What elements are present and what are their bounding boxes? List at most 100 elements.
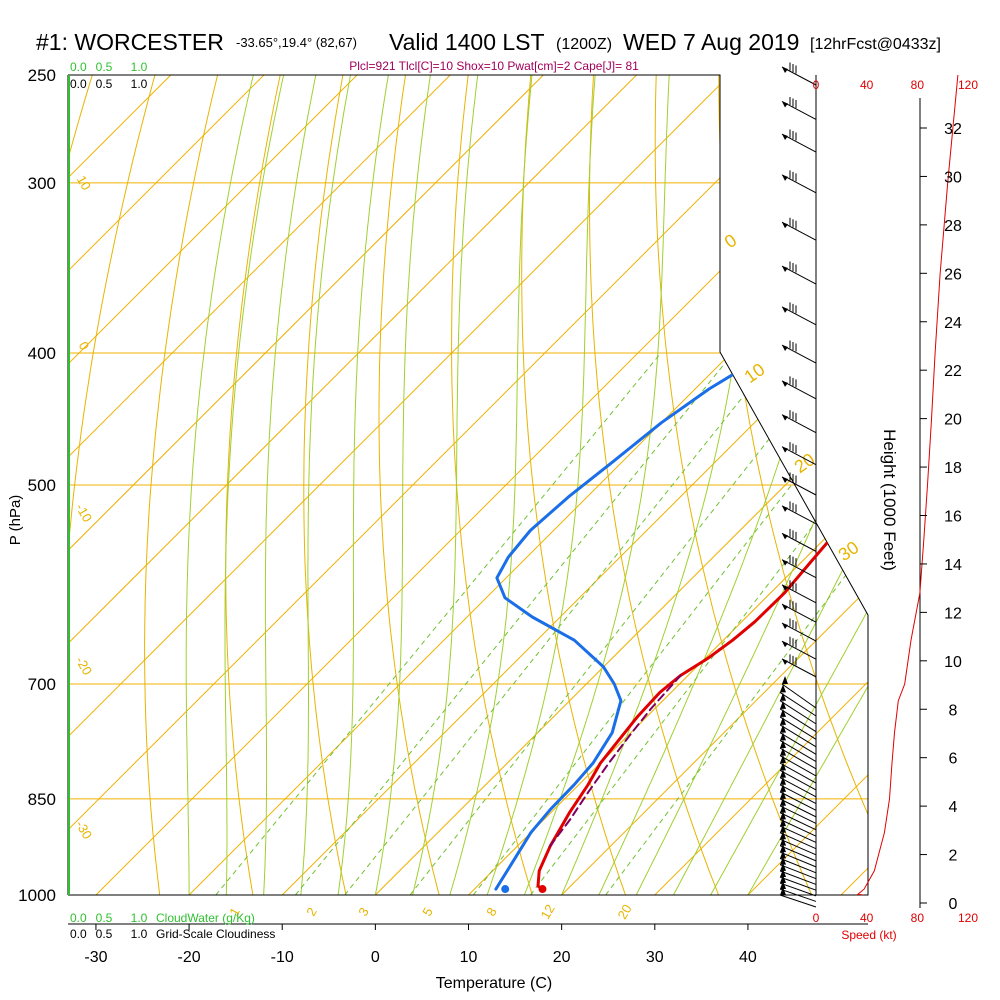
moist-adiabat--16: [224, 75, 317, 895]
wind-barb: [781, 654, 817, 678]
speed-tick-top-label: 120: [958, 78, 978, 92]
dry-adiabat-label: -20: [73, 654, 95, 678]
wind-barb: [781, 599, 817, 623]
isotherm--70: [68, 75, 544, 895]
moist-adiabat-12: [486, 75, 609, 895]
height-tick-label: 28: [944, 218, 962, 235]
mixing-ratio-8: [472, 352, 868, 895]
mixing-ratio-3: [344, 352, 779, 895]
wind-barb: [779, 811, 817, 837]
moist-adiabat-label: 30: [835, 537, 863, 565]
dry-adiabat-320: [654, 75, 813, 895]
moist-adiabat-0: [374, 75, 454, 895]
wind-barb: [779, 776, 817, 805]
cloud-scale-bottom-black: 0.0: [70, 927, 87, 941]
dry-adiabat-300: [521, 75, 626, 895]
mixing-ratio-label: 8: [483, 905, 500, 919]
wind-barb: [781, 501, 817, 525]
pressure-tick-label: 1000: [18, 886, 56, 905]
wind-barb: [781, 170, 817, 194]
isotherm--40: [68, 75, 824, 895]
wind-barb: [779, 804, 817, 831]
wind-barb: [781, 636, 817, 660]
wind-barb: [779, 881, 817, 902]
title-zulu: (1200Z): [556, 36, 612, 53]
dry-adiabat-label: 10: [74, 173, 94, 193]
wind-barb: [779, 887, 817, 908]
moist-adiabat-28: [635, 75, 868, 895]
dry-adiabat-310: [588, 75, 720, 895]
title-location: -33.65°,19.4° (82,67): [236, 35, 357, 50]
cloud-scale-bottom-black: 0.5: [96, 927, 113, 941]
temperature-tick-label: -10: [271, 949, 294, 966]
wind-barb: [779, 762, 817, 791]
wind-barb: [781, 217, 817, 241]
mixing-ratio-label: 20: [614, 902, 634, 922]
wind-barb: [779, 747, 817, 777]
wind-barb: [779, 844, 817, 868]
dry-adiabat-290: [451, 75, 533, 895]
speed-tick-bottom-label: 40: [860, 911, 874, 925]
isotherm-20: [561, 75, 868, 895]
pressure-tick-label: 500: [28, 476, 56, 495]
height-tick-label: 16: [944, 509, 962, 526]
cloud-scale-top-black: 0.5: [96, 77, 113, 91]
height-tick-label: 2: [949, 848, 958, 865]
wind-barb: [779, 875, 817, 897]
pressure-tick-label: 850: [28, 790, 56, 809]
isotherm--50: [68, 75, 731, 895]
wind-barb: [781, 555, 817, 579]
speed-tick-top-label: 40: [860, 78, 874, 92]
speed-line: [856, 75, 959, 895]
cloud-scale-top-green: 0.0: [70, 60, 87, 74]
cloud-scale-top-black: 1.0: [131, 77, 148, 91]
cloud-scale-bottom-green: 1.0: [131, 911, 148, 925]
wind-barb: [781, 528, 817, 552]
moist-adiabat--8: [300, 75, 379, 895]
moist-adiabat-16: [523, 75, 680, 895]
mixing-ratio-label: 12: [537, 902, 557, 922]
height-tick-label: 0: [949, 896, 958, 913]
wind-barb: [781, 618, 817, 642]
profile-parcel: [548, 674, 682, 848]
mixing-ratio-2: [295, 352, 734, 895]
speed-tick-bottom-label: 80: [911, 911, 925, 925]
mixing-ratio-20: [605, 352, 868, 895]
wind-barb: [779, 837, 817, 862]
wind-barb: [779, 708, 817, 740]
title-date: WED 7 Aug 2019: [623, 29, 799, 55]
moist-adiabat-label: 10: [741, 359, 769, 387]
moist-adiabat-32: [672, 75, 868, 895]
moist-adiabat--4: [337, 75, 415, 895]
height-tick-label: 20: [944, 412, 962, 429]
cloud-scale-bottom-green: 0.0: [70, 911, 87, 925]
wind-barb: [779, 790, 817, 818]
moist-adiabat--20: [185, 75, 288, 895]
speed-tick-bottom-label: 120: [958, 911, 978, 925]
wind-barb: [781, 96, 817, 120]
pressure-tick-label: 400: [28, 344, 56, 363]
temperature-tick-label: -20: [178, 949, 201, 966]
dry-adiabat-370: [969, 75, 1000, 895]
dry-adiabat-360: [907, 75, 1000, 895]
wind-barb: [779, 868, 817, 891]
isotherm--60: [68, 75, 637, 895]
cloud-scale-top-black: 0.0: [70, 77, 87, 91]
wind-barb: [779, 755, 817, 784]
plot-frame: [67, 74, 921, 925]
cloud-scale-bottom-green: 0.5: [96, 911, 113, 925]
temperature-tick-label: -30: [84, 949, 107, 966]
temperature-tick-label: 20: [553, 949, 571, 966]
dry-adiabat-350: [843, 75, 868, 895]
moist-adiabat--12: [263, 75, 347, 895]
mixing-ratio-5: [409, 352, 838, 895]
wind-barb: [779, 684, 817, 717]
cloud-scale-top-green: 0.5: [96, 60, 113, 74]
moist-adiabat-8: [449, 75, 550, 895]
wind-barb: [781, 302, 817, 326]
profile-dewpoint: [494, 114, 868, 891]
temperature-tick-label: 30: [646, 949, 664, 966]
wind-barbs: [779, 62, 817, 908]
isotherm--80: [68, 75, 451, 895]
